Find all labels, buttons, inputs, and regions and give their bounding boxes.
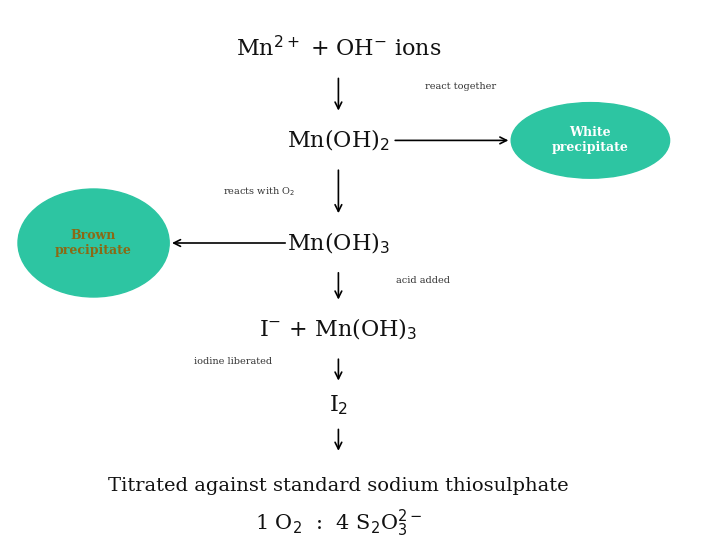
Text: I$^{-}$ + Mn(OH)$_3$: I$^{-}$ + Mn(OH)$_3$ bbox=[259, 317, 418, 342]
Text: acid added: acid added bbox=[396, 276, 450, 285]
Ellipse shape bbox=[511, 103, 670, 178]
Text: react together: react together bbox=[425, 82, 496, 91]
Text: White
precipitate: White precipitate bbox=[552, 126, 629, 154]
Text: Mn(OH)$_2$: Mn(OH)$_2$ bbox=[287, 128, 390, 153]
Text: Brown
precipitate: Brown precipitate bbox=[55, 229, 132, 257]
Text: iodine liberated: iodine liberated bbox=[194, 357, 273, 366]
Text: Mn$^{2+}$ + OH$^{-}$ ions: Mn$^{2+}$ + OH$^{-}$ ions bbox=[235, 36, 441, 61]
Text: Titrated against standard sodium thiosulphate: Titrated against standard sodium thiosul… bbox=[108, 477, 569, 495]
Text: 1 O$_2$  :  4 S$_2$O$_3^{2-}$: 1 O$_2$ : 4 S$_2$O$_3^{2-}$ bbox=[255, 508, 422, 539]
Text: reacts with O$_2$: reacts with O$_2$ bbox=[223, 185, 295, 198]
Ellipse shape bbox=[18, 189, 169, 297]
Text: I$_2$: I$_2$ bbox=[329, 393, 348, 417]
Text: Mn(OH)$_3$: Mn(OH)$_3$ bbox=[287, 231, 390, 255]
